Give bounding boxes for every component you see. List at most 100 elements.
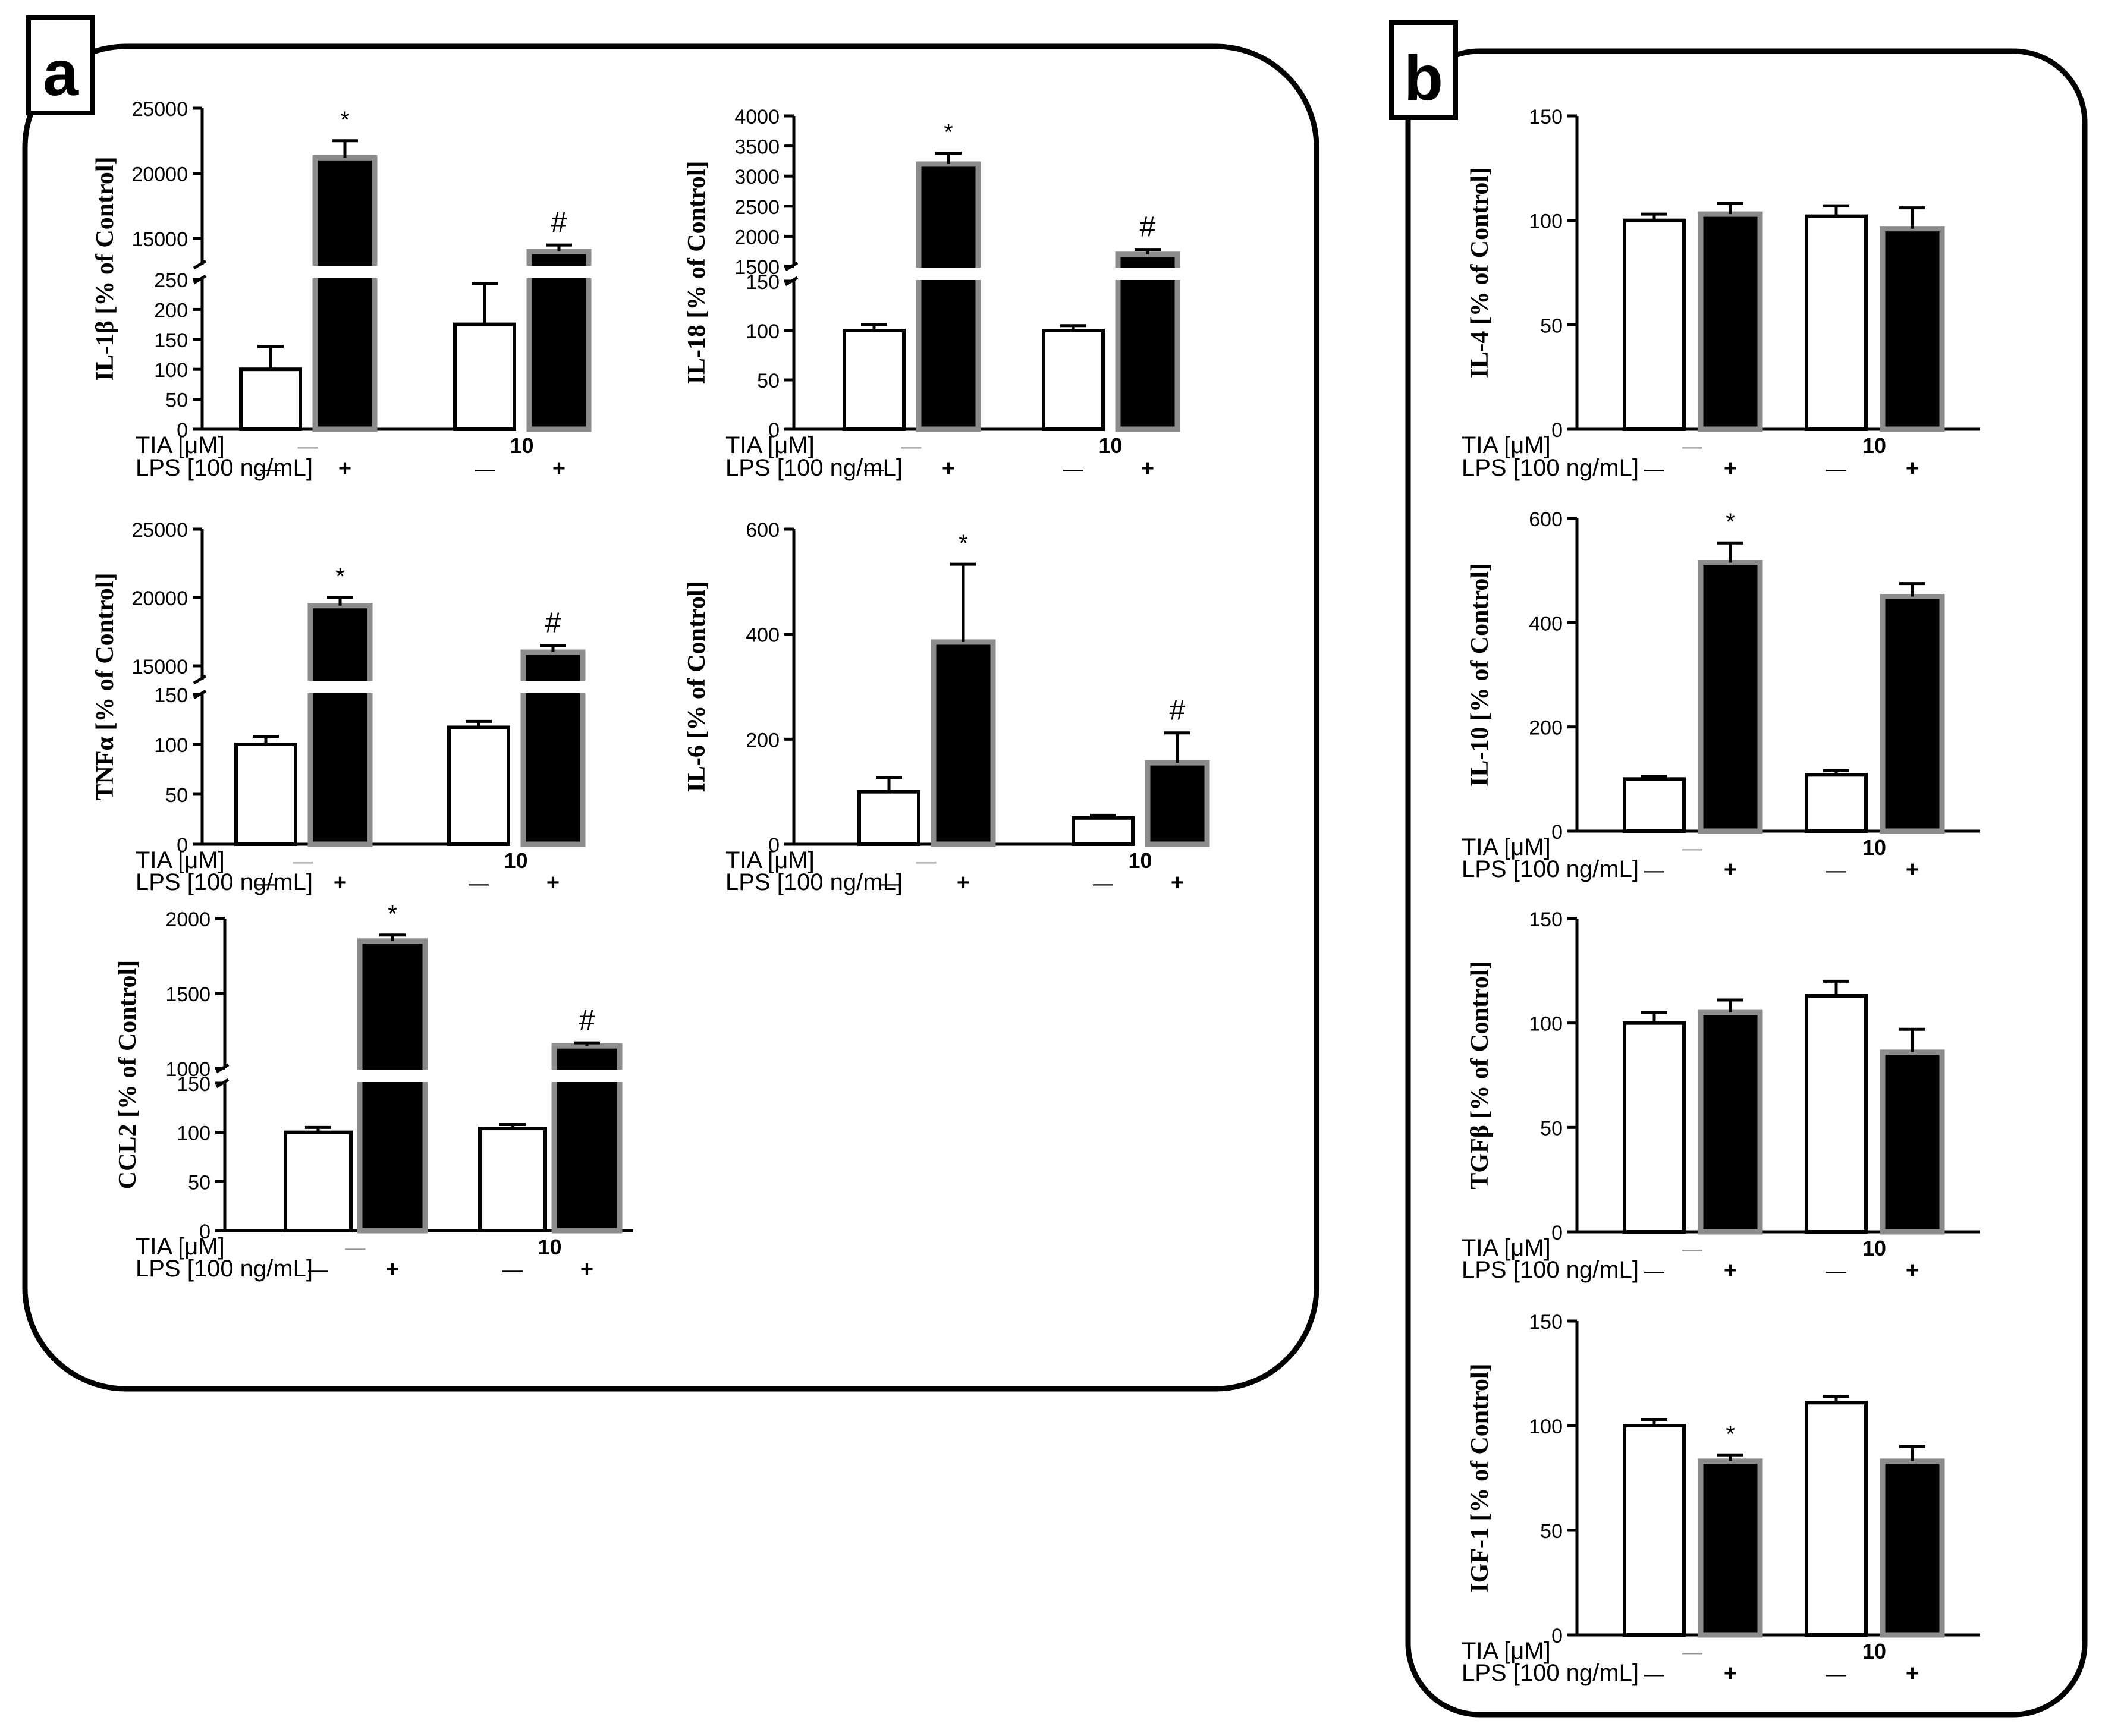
tia-ctrl-label: — (345, 1237, 366, 1259)
y-tick-label: 200 (1529, 717, 1563, 740)
tia-row-label: TIA [μM] (136, 847, 225, 873)
bar-break-gap (355, 1070, 430, 1082)
tia-dose-label: 10 (1862, 1236, 1886, 1260)
y-tick-label: 2500 (734, 196, 780, 219)
lps-minus: — (1826, 1663, 1846, 1685)
bar-tia-10 (1805, 773, 1868, 833)
axis-break-mark (193, 674, 207, 685)
tia-ctrl-label: — (901, 435, 922, 458)
star-annotation: * (1726, 1421, 1735, 1447)
bar-lps (931, 639, 996, 847)
bar-lps (916, 161, 981, 432)
bar-tia-10 (1805, 993, 1868, 1234)
lps-plus: + (334, 870, 347, 895)
lps-row-label: LPS [100 ng/mL] (725, 869, 903, 895)
star-annotation: * (1726, 509, 1735, 535)
tia-ctrl-label: — (916, 850, 937, 873)
y-tick-label: 400 (746, 624, 780, 647)
lps-plus: + (1171, 870, 1184, 895)
bar-lps (1698, 560, 1763, 834)
bar-control (1623, 1021, 1686, 1234)
lps-row-label: LPS [100 ng/mL] (1462, 856, 1639, 882)
y-axis-label: TNFα [% of Control] (92, 573, 119, 800)
lps-minus: — (1644, 1260, 1664, 1282)
lps-plus: + (1906, 1258, 1919, 1283)
y-tick-label: 15000 (131, 656, 188, 678)
bar-control (1623, 218, 1686, 431)
y-tick-label: 600 (746, 519, 780, 542)
y-axis-label: IL-18 [% of Control] (683, 161, 711, 384)
lps-plus: + (1141, 456, 1154, 481)
y-tick-label: 150 (746, 271, 780, 294)
chart-tgfb: 0 50 100 150 TGFβ [% of Control] TIA [μM]LPS … (1462, 908, 1980, 1283)
y-tick-label: 2000 (734, 226, 780, 249)
lps-plus: + (1724, 1661, 1737, 1686)
y-tick-label: 25000 (131, 98, 188, 121)
lps-minus: — (1644, 458, 1664, 480)
bar-tia-10-+-lps (526, 249, 592, 432)
y-tick-label: 0 (199, 1221, 210, 1243)
bar-tia-10 (1072, 816, 1135, 847)
bar-lps (1698, 1009, 1763, 1235)
bar-break-gap (1113, 268, 1182, 280)
y-tick-label: 150 (1529, 106, 1563, 128)
y-tick-label: 15000 (131, 228, 188, 251)
bar-control (843, 329, 906, 431)
lps-plus: + (957, 870, 970, 895)
y-tick-label: 0 (1551, 1625, 1563, 1647)
chart-il1b: 0 50 100 150 200 250 15000 20000 25000 * # IL-1β [%… (92, 98, 593, 481)
tia-row-label: TIA [μM] (1462, 1638, 1551, 1664)
lps-minus: — (1063, 458, 1083, 480)
y-tick-label: 150 (154, 684, 188, 707)
lps-plus: + (546, 870, 560, 895)
bar-break-gap (549, 1070, 624, 1082)
tia-dose-label: 10 (1862, 835, 1886, 860)
y-tick-label: 0 (177, 419, 188, 442)
y-tick-label: 20000 (131, 587, 188, 610)
lps-minus: — (1826, 458, 1846, 480)
bar-tia-10 (447, 725, 510, 846)
bar-tia-10 (1805, 1401, 1868, 1637)
y-tick-label: 50 (1540, 315, 1563, 337)
bar-control (1623, 1424, 1686, 1637)
bar-control (239, 367, 302, 432)
lps-plus: + (1724, 1258, 1737, 1283)
lps-row-label: LPS [100 ng/mL] (1462, 1660, 1639, 1686)
y-tick-label: 0 (1551, 419, 1563, 442)
tia-row-label: TIA [μM] (1462, 834, 1551, 860)
y-tick-label: 100 (154, 359, 188, 382)
y-tick-label: 50 (757, 370, 780, 392)
y-tick-label: 400 (1529, 612, 1563, 635)
panel-b-label-box (1389, 20, 1458, 120)
y-tick-label: 1500 (165, 983, 210, 1006)
lps-plus: + (580, 1257, 593, 1282)
y-tick-label: 100 (746, 320, 780, 343)
lps-minus: — (260, 458, 281, 480)
lps-minus: — (1093, 872, 1113, 895)
lps-minus: — (256, 872, 276, 895)
lps-minus: — (864, 458, 884, 480)
lps-plus: + (1724, 857, 1737, 882)
bar-tia-10-+-lps (1880, 1458, 1945, 1638)
bar-tia-10-+-lps (1880, 1049, 1945, 1235)
y-tick-label: 100 (1529, 210, 1563, 233)
lps-plus: + (1906, 1661, 1919, 1686)
tia-dose-label: 10 (1862, 433, 1886, 458)
bar-break-gap (306, 681, 375, 693)
y-axis-label: IL-4 [% of Control] (1466, 167, 1494, 378)
y-axis-label: IL-6 [% of Control] (683, 581, 711, 792)
lps-minus: — (469, 872, 489, 895)
tia-ctrl-label: — (1682, 1641, 1702, 1663)
chart-igf1: 0 50 100 150 * IGF-1 [% of Control] TIA [μM]LP… (1462, 1311, 1980, 1686)
lps-minus: — (1644, 859, 1664, 882)
y-tick-label: 100 (1529, 1013, 1563, 1036)
lps-plus: + (1906, 456, 1919, 481)
y-tick-label: 150 (177, 1073, 210, 1096)
axis-break-mark (193, 259, 207, 270)
y-tick-label: 50 (165, 784, 188, 807)
bar-lps (312, 155, 378, 432)
